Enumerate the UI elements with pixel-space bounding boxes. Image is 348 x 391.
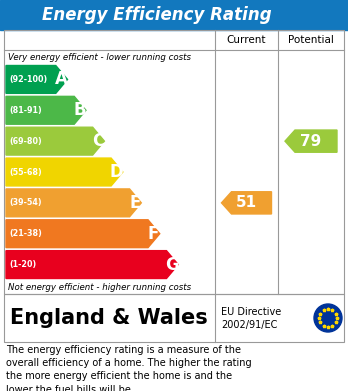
Bar — [0, 0, 348, 30]
Text: Energy Efficiency Rating: Energy Efficiency Rating — [42, 6, 271, 24]
Bar — [4, 294, 344, 342]
Circle shape — [314, 304, 342, 332]
Text: EU Directive: EU Directive — [221, 307, 281, 317]
Text: D: D — [110, 163, 123, 181]
Polygon shape — [6, 158, 123, 186]
Polygon shape — [6, 66, 68, 93]
Text: 2002/91/EC: 2002/91/EC — [221, 320, 277, 330]
Text: The energy efficiency rating is a measure of the
overall efficiency of a home. T: The energy efficiency rating is a measur… — [6, 345, 252, 391]
Text: (55-68): (55-68) — [9, 167, 42, 176]
Polygon shape — [6, 127, 104, 155]
Text: (1-20): (1-20) — [9, 260, 36, 269]
Text: A: A — [55, 70, 68, 88]
Text: B: B — [73, 101, 86, 119]
Text: Current: Current — [227, 35, 266, 45]
Text: C: C — [92, 132, 104, 150]
Text: 79: 79 — [300, 134, 322, 149]
Text: 51: 51 — [236, 196, 257, 210]
Polygon shape — [6, 220, 160, 248]
Text: Not energy efficient - higher running costs: Not energy efficient - higher running co… — [8, 283, 191, 292]
Text: G: G — [165, 256, 179, 274]
Text: E: E — [129, 194, 141, 212]
Polygon shape — [6, 96, 86, 124]
Polygon shape — [6, 251, 178, 278]
Text: Very energy efficient - lower running costs: Very energy efficient - lower running co… — [8, 52, 191, 61]
Text: (69-80): (69-80) — [9, 136, 42, 145]
Text: F: F — [148, 225, 159, 243]
Polygon shape — [285, 130, 337, 152]
Polygon shape — [6, 189, 141, 217]
Text: (81-91): (81-91) — [9, 106, 42, 115]
Text: (21-38): (21-38) — [9, 229, 42, 238]
Text: Potential: Potential — [288, 35, 334, 45]
Polygon shape — [221, 192, 271, 214]
Text: (39-54): (39-54) — [9, 198, 42, 207]
Text: England & Wales: England & Wales — [10, 308, 208, 328]
Text: (92-100): (92-100) — [9, 75, 47, 84]
Bar — [4, 30, 344, 294]
